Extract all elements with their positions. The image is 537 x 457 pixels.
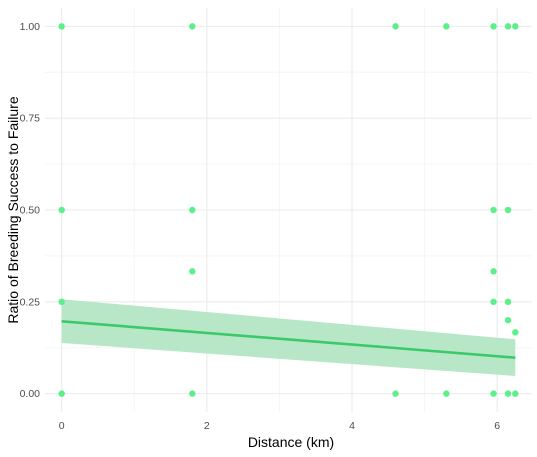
data-point <box>189 390 196 397</box>
x-axis-tick-labels: 0 2 4 6 <box>59 420 500 432</box>
data-point <box>392 23 399 30</box>
data-point <box>189 206 196 214</box>
data-point <box>512 329 519 336</box>
data-point <box>58 206 65 214</box>
x-tick-label: 6 <box>494 420 500 432</box>
data-point <box>58 298 65 306</box>
y-tick-label: 0.75 <box>20 113 41 125</box>
data-point <box>504 316 512 324</box>
data-point <box>490 390 497 397</box>
data-point <box>443 390 450 397</box>
data-point <box>58 390 65 397</box>
data-point <box>490 206 497 214</box>
x-tick-label: 0 <box>59 420 65 432</box>
y-tick-label: 0.50 <box>20 205 41 217</box>
y-axis-title: Ratio of Breeding Success to Failure <box>5 96 21 323</box>
y-tick-label: 0.25 <box>20 296 41 308</box>
data-point <box>58 23 65 30</box>
data-point <box>443 23 450 30</box>
data-point <box>504 298 512 306</box>
confidence-band <box>61 299 516 377</box>
data-point <box>504 390 512 397</box>
data-point <box>490 268 497 275</box>
y-axis-tick-labels: 0.00 0.25 0.50 0.75 1.00 <box>20 21 41 400</box>
y-tick-label: 1.00 <box>20 21 41 33</box>
fit-line-layer <box>61 319 516 359</box>
data-point <box>512 23 519 30</box>
regression-line <box>61 319 516 359</box>
x-axis-title: Distance (km) <box>248 434 334 450</box>
data-point <box>490 298 497 306</box>
minor-grid <box>45 8 532 412</box>
data-point <box>512 390 519 397</box>
x-tick-label: 2 <box>204 420 210 432</box>
data-point <box>504 23 512 30</box>
data-point <box>490 23 497 30</box>
data-point <box>504 206 512 214</box>
data-point <box>189 268 196 275</box>
data-point <box>392 390 399 397</box>
y-tick-label: 0.00 <box>20 388 41 400</box>
data-points <box>58 23 519 397</box>
x-tick-label: 4 <box>349 420 355 432</box>
confidence-band-layer <box>61 299 516 377</box>
data-point <box>189 23 196 30</box>
